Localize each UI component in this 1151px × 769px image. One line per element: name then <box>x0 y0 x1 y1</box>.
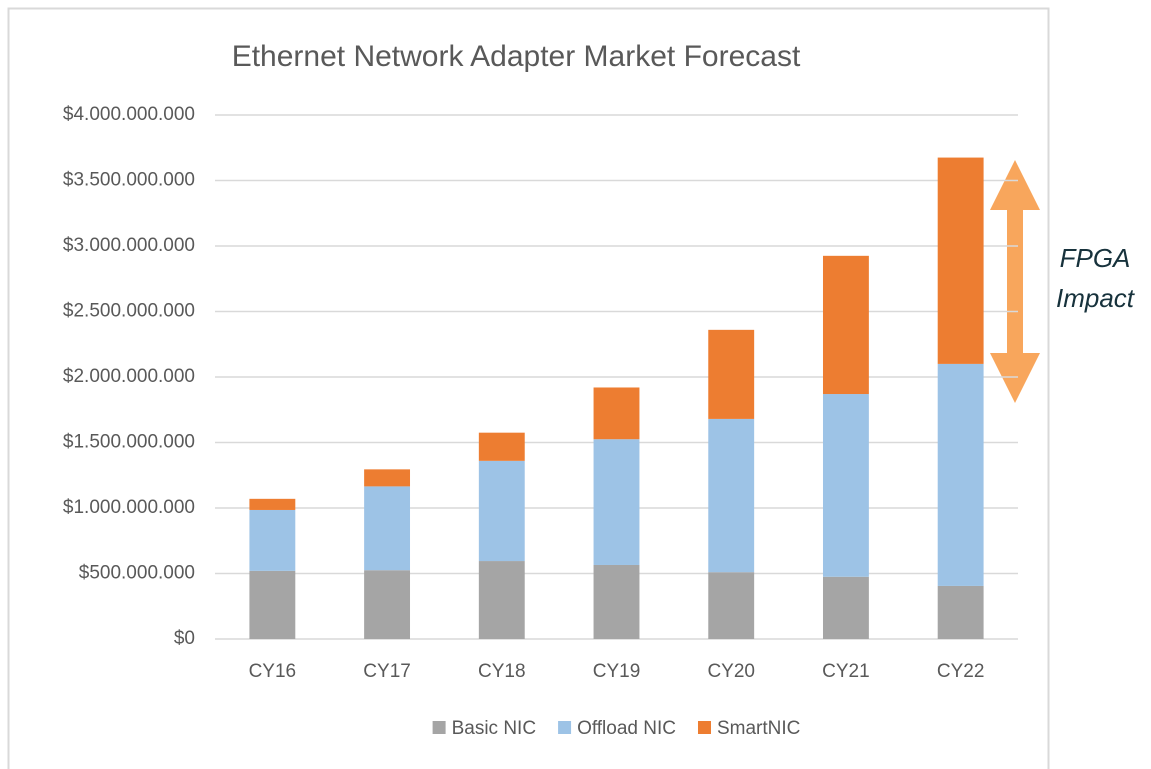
legend-label: SmartNIC <box>717 718 800 739</box>
bar <box>478 432 525 461</box>
fpga-arrow <box>990 160 1040 403</box>
bar <box>249 498 296 510</box>
bar <box>822 255 869 395</box>
bar <box>708 329 755 419</box>
bar <box>593 439 640 565</box>
x-tick-label: CY21 <box>822 661 870 682</box>
bar <box>364 570 411 639</box>
annotation: FPGA Impact <box>1055 243 1135 313</box>
legend-label: Basic NIC <box>452 718 536 739</box>
y-tick-label: $3.500.000.000 <box>63 170 195 191</box>
y-tick-label: $4.000.000.000 <box>63 104 195 125</box>
bar <box>364 469 411 487</box>
y-tick-label: $2.000.000.000 <box>63 366 195 387</box>
legend-swatch <box>697 721 711 734</box>
bar <box>822 576 869 639</box>
bar <box>593 564 640 639</box>
y-tick-label: $0 <box>174 628 195 649</box>
legend-swatch <box>558 721 572 734</box>
x-tick-label: CY20 <box>707 661 755 682</box>
bar <box>249 509 296 571</box>
y-tick-label: $500.000.000 <box>79 563 195 584</box>
bar <box>708 418 755 573</box>
y-tick-label: $2.500.000.000 <box>63 301 195 322</box>
y-tick-label: $1.500.000.000 <box>63 432 195 453</box>
x-tick-label: CY19 <box>593 661 641 682</box>
chart-border <box>7 7 1050 769</box>
legend-swatch <box>432 721 446 734</box>
y-tick-label: $1.000.000.000 <box>63 497 195 518</box>
bar <box>937 157 984 364</box>
legend-label: Offload NIC <box>577 718 676 739</box>
bar <box>478 460 525 562</box>
bar <box>593 387 640 440</box>
x-tick-label: CY17 <box>363 661 411 682</box>
chart-title: Ethernet Network Adapter Market Forecast <box>232 40 801 73</box>
x-tick-label: CY22 <box>937 661 985 682</box>
bar <box>937 585 984 639</box>
bar <box>822 394 869 577</box>
y-tick-label: $3.000.000.000 <box>63 235 195 256</box>
bar <box>478 561 525 639</box>
bar <box>708 572 755 639</box>
x-tick-label: CY16 <box>249 661 297 682</box>
bar <box>249 570 296 639</box>
bar <box>364 486 411 571</box>
x-tick-label: CY18 <box>478 661 526 682</box>
bar <box>937 363 984 586</box>
